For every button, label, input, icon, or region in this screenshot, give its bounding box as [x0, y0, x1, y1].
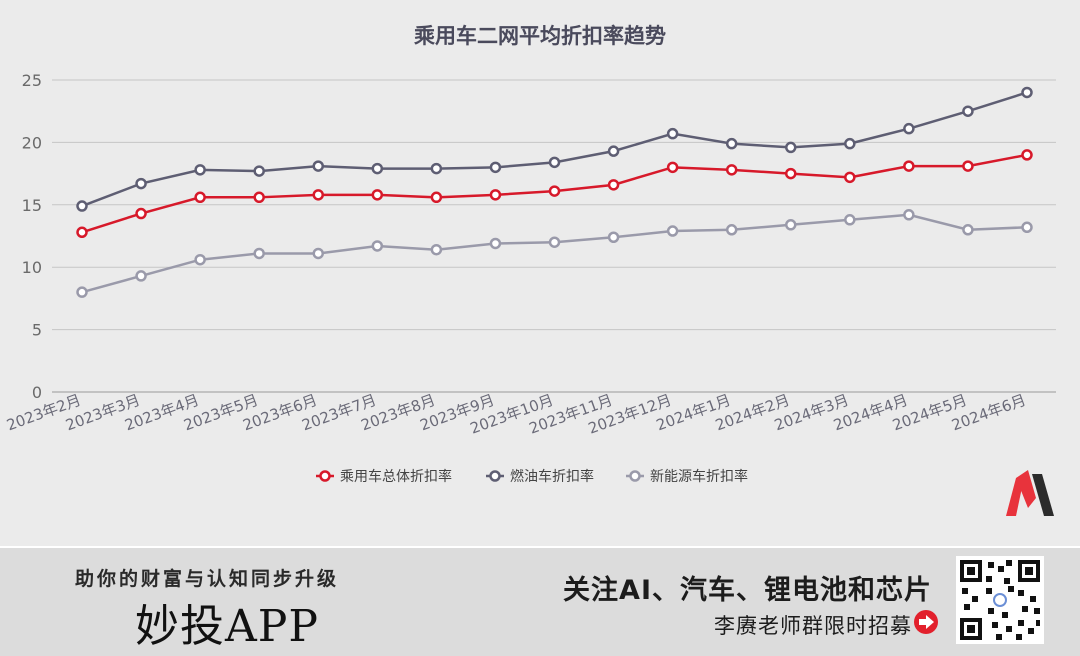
- series-1: [76, 149, 1033, 239]
- data-point: [785, 219, 797, 231]
- data-point: [253, 247, 265, 260]
- arrow-right-circle-icon[interactable]: [914, 610, 938, 634]
- y-tick-label: 10: [22, 258, 42, 277]
- data-point: [430, 191, 443, 204]
- data-point: [666, 225, 679, 237]
- data-point: [548, 185, 561, 197]
- data-point: [962, 105, 974, 117]
- data-point: [76, 200, 88, 212]
- legend-item[interactable]: 乘用车总体折扣率: [316, 468, 452, 485]
- data-point: [135, 270, 147, 282]
- legend-marker: [629, 470, 641, 482]
- data-point: [194, 164, 206, 176]
- data-point: [430, 162, 443, 175]
- data-point: [312, 189, 324, 201]
- promo-banner[interactable]: 助你的财富与认知同步升级 妙投APP 关注AI、汽车、锂电池和芯片 李赓老师群限…: [0, 546, 1080, 656]
- data-point: [76, 286, 88, 298]
- data-point: [489, 189, 502, 201]
- legend-label: 燃油车折扣率: [510, 468, 594, 485]
- y-axis: 0 5 10 15 20 25: [22, 71, 42, 402]
- data-point: [76, 226, 88, 239]
- data-point: [903, 122, 915, 135]
- data-point: [903, 209, 915, 221]
- banner-app-name: 妙投APP: [135, 601, 319, 652]
- data-point: [607, 145, 620, 157]
- legend-marker: [319, 470, 331, 482]
- y-tick-label: 25: [22, 71, 42, 90]
- data-point: [844, 137, 856, 150]
- data-point: [430, 243, 443, 256]
- series-3: [76, 209, 1033, 298]
- series-group: [76, 86, 1033, 298]
- y-tick-label: 0: [32, 383, 42, 402]
- banner-subtitle: 李赓老师群限时招募: [714, 614, 912, 638]
- data-point: [666, 127, 679, 140]
- data-point: [548, 236, 561, 248]
- y-tick-label: 20: [22, 133, 42, 152]
- data-point: [844, 214, 856, 226]
- data-point: [135, 177, 147, 190]
- data-point: [371, 240, 384, 252]
- legend-marker: [489, 470, 501, 482]
- data-point: [489, 237, 502, 250]
- legend-item[interactable]: 燃油车折扣率: [486, 468, 594, 485]
- data-point: [607, 179, 620, 191]
- data-point: [844, 171, 856, 184]
- data-point: [725, 137, 738, 150]
- x-axis: 2023年2月2023年3月2023年4月2023年5月2023年6月2023年…: [4, 391, 1028, 438]
- series-2: [76, 86, 1033, 212]
- data-point: [371, 162, 384, 175]
- data-point: [548, 156, 561, 169]
- data-point: [666, 161, 679, 174]
- chart: 乘用车二网平均折扣率趋势 0 5 10 15 20 25 2023年2月2023年3月20…: [4, 24, 1056, 516]
- banner-title: 关注AI、汽车、锂电池和芯片: [563, 575, 932, 606]
- legend-label: 新能源车折扣率: [650, 468, 748, 485]
- y-tick-label: 5: [32, 321, 42, 340]
- data-point: [194, 253, 206, 266]
- banner-slogan: 助你的财富与认知同步升级: [75, 568, 340, 590]
- y-tick-label: 15: [22, 196, 42, 215]
- data-point: [903, 160, 915, 172]
- data-point: [312, 247, 324, 260]
- data-point: [1021, 149, 1033, 161]
- qr-code-icon[interactable]: [956, 556, 1044, 644]
- legend-label: 乘用车总体折扣率: [340, 468, 452, 485]
- data-point: [725, 224, 738, 236]
- data-point: [489, 161, 502, 174]
- data-point: [1021, 221, 1033, 234]
- data-point: [785, 141, 797, 154]
- data-point: [1021, 86, 1033, 99]
- data-point: [962, 160, 974, 172]
- series-line: [81, 213, 1028, 294]
- grid: [52, 79, 1056, 393]
- chart-title: 乘用车二网平均折扣率趋势: [413, 24, 666, 48]
- data-point: [312, 160, 324, 172]
- legend: 乘用车总体折扣率 燃油车折扣率 新能源车折扣率: [316, 468, 748, 485]
- data-point: [725, 164, 738, 176]
- legend-item[interactable]: 新能源车折扣率: [626, 468, 748, 485]
- data-point: [607, 231, 620, 243]
- data-point: [253, 191, 265, 204]
- miaotou-logo-icon: [1006, 470, 1054, 516]
- data-point: [135, 207, 147, 220]
- data-point: [371, 189, 384, 201]
- data-point: [194, 191, 206, 204]
- data-point: [253, 165, 265, 177]
- data-point: [785, 167, 797, 180]
- data-point: [962, 224, 974, 236]
